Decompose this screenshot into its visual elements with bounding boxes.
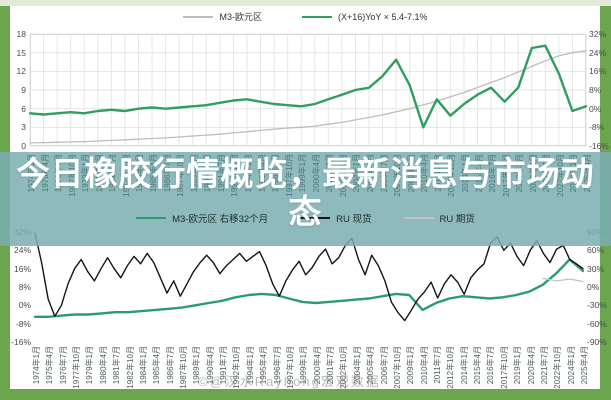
top-chart (28, 33, 588, 147)
x-axis-label: 1974年1月 (32, 346, 41, 385)
top-strip (0, 0, 611, 6)
legend-label: (X+16)YoY × 5.4-7.1% (337, 11, 428, 22)
bottom-chart (33, 232, 585, 322)
bottom-green-bar (10, 389, 600, 400)
x-axis-label: 1981年7月 (112, 346, 122, 385)
legend-item-ru-futures: RU 期货 (403, 211, 475, 225)
x-axis-label: 1976年7月 (58, 346, 68, 385)
x-axis-label: 1986年7月 (165, 346, 175, 385)
x-axis-label: 1980年4月 (98, 346, 108, 385)
x-axis-label: 1977年10月 (72, 346, 82, 389)
x-axis-label: 2019年1月 (513, 346, 523, 385)
top-chart-right-axis: 32% 24% 16% 8% 0% -8% -16% (589, 29, 609, 151)
legend-label: RU 期货 (439, 214, 475, 225)
ru-spot-line-swatch (300, 217, 331, 219)
legend-item-ru-spot: RU 现货 (300, 211, 372, 225)
yoy-line-swatch (301, 15, 332, 18)
x-axis-label: 2015年4月 (473, 346, 483, 385)
bottom-chart-right-axis: 90%60%30%0%-30%-60%-90% (587, 227, 607, 347)
top-chart-left-axis: 18 15 12 9 6 3 0 (16, 29, 26, 151)
x-axis-label: 2010年4月 (419, 346, 429, 385)
m3-eurozone-line-swatch (183, 15, 214, 18)
page-title: 今日橡胶行情概览，最新消息与市场动 态 (0, 155, 611, 231)
page-title-line1: 今日橡胶行情概览，最新消息与市场动 (16, 155, 595, 192)
x-axis-label: 2022年10月 (553, 346, 563, 389)
x-axis-label: 1979年1月 (85, 346, 95, 385)
legend-item-yoy: (X+16)YoY × 5.4-7.1% (301, 11, 428, 22)
x-axis-label: 2011年7月 (432, 346, 442, 384)
page-title-line2: 态 (288, 193, 323, 230)
top-chart-legend: M3-欧元区 (X+16)YoY × 5.4-7.1% (0, 10, 611, 23)
x-axis-label: 2014年1月 (459, 346, 469, 385)
title-banner: 1974年1月 1975年4月 1976年7月 1977年10月 1979年1月 1980… (0, 152, 611, 246)
x-axis-label: 2012年10月 (446, 346, 456, 389)
ru-futures-line-swatch (403, 217, 434, 219)
legend-label: RU 现货 (336, 214, 372, 225)
legend-item-m3-shifted: M3-欧元区 右移32个月 (136, 211, 268, 225)
legend-item-m3-eurozone: M3-欧元区 (183, 10, 262, 23)
legend-label: M3-欧元区 右移32个月 (172, 214, 269, 225)
bottom-chart-legend: M3-欧元区 右移32个月 RU 现货 RU 期货 (0, 211, 611, 225)
x-axis-label: 1987年10月 (179, 346, 189, 389)
x-axis-label: 2007年10月 (392, 346, 402, 389)
legend-label: M3-欧元区 (219, 12, 262, 22)
m3-shifted-line-swatch (136, 217, 167, 219)
x-axis-label: 1985年4月 (152, 346, 162, 385)
x-axis-label: 2020年4月 (526, 346, 536, 385)
x-axis-label: 1975年4月 (45, 346, 55, 385)
x-axis-label: 2021年7月 (539, 346, 549, 385)
bottom-chart-left-axis: 32%24%16%8%0%-8%-16% (11, 227, 31, 347)
x-axis-label: 2009年1月 (406, 346, 416, 385)
watermark: ©@汉水Rayhong宏观数据 (198, 374, 381, 389)
x-axis-label: 1984年1月 (138, 346, 148, 385)
x-axis-label: 2024年1月 (566, 346, 576, 385)
x-axis-label: 2017年10月 (499, 346, 509, 389)
x-axis-label: 2016年7月 (486, 346, 496, 385)
x-axis-label: 1982年10月 (125, 346, 135, 389)
x-axis-label: 2025年4月 (580, 346, 589, 385)
